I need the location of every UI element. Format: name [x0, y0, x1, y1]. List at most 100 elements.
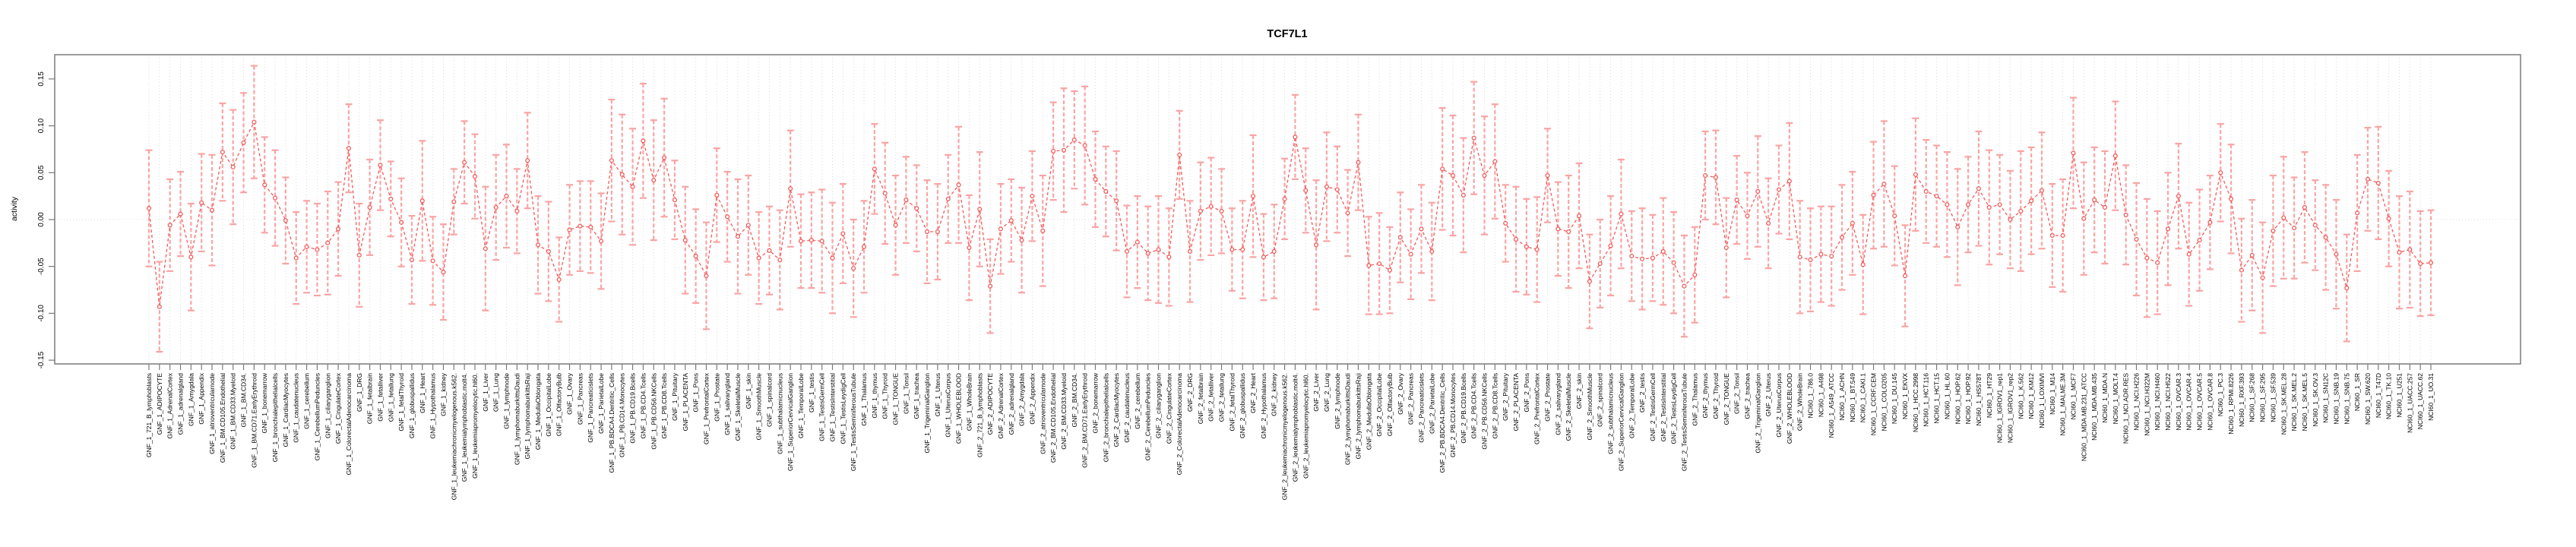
x-axis-label: NCI60_1_NCI.H226 [2133, 373, 2141, 431]
data-point [1135, 239, 1140, 245]
data-point [1997, 202, 2002, 207]
data-point [1061, 147, 1067, 153]
data-point [967, 245, 972, 251]
x-axis-label: NCI60_1_RPMI.8226 [2227, 373, 2235, 435]
x-axis-label: GNF_1_trachea [913, 373, 920, 419]
x-axis-label: GNF_1_ColorectalAdenocarcinoma [345, 373, 353, 475]
x-axis-label: NCI60_1_UACC.257 [2406, 373, 2413, 433]
data-point [2134, 236, 2139, 242]
data-point [1913, 172, 1918, 177]
chart-title: TCF7L1 [1267, 28, 1307, 40]
data-point [2281, 215, 2286, 220]
x-axis-label: GNF_1_TONGUE [892, 373, 900, 425]
x-axis-label: GNF_1_caudatenucleus [293, 373, 300, 443]
y-axis-ticks [49, 78, 55, 361]
data-point [735, 234, 741, 239]
x-axis-label: GNF_1_Liver [482, 373, 489, 412]
data-point [1881, 182, 1887, 187]
x-axis-label: GNF_2_caudatenucleus [1123, 373, 1131, 443]
plot-box [54, 54, 2521, 365]
data-point [935, 229, 940, 235]
data-point [599, 239, 604, 244]
x-axis-label: GNF_2_PB.BDCA4.Dentritic_Cells [1438, 373, 1446, 473]
x-axis-label: NCI60_1_SF.539 [2269, 373, 2277, 422]
data-point [399, 220, 404, 225]
data-point [1703, 172, 1708, 179]
x-axis-label: GNF_2_leukemialymphoblastic.molt4. [1291, 373, 1299, 482]
x-axis-label: GNF_1_fetalliver [376, 373, 384, 422]
x-axis-label: GNF_2_OccipitalLobe [1375, 373, 1383, 437]
x-axis-label: GNF_1_Pancreaticislets [587, 373, 594, 443]
data-point [2428, 260, 2434, 265]
data-point [1808, 258, 1813, 263]
data-point [1051, 148, 1056, 153]
x-axis-label: NCI60_1_MDA.N [2101, 373, 2109, 423]
data-point [356, 252, 362, 258]
y-tick-label: 0.15 [37, 71, 46, 87]
data-point [882, 191, 888, 196]
data-point [146, 206, 152, 211]
x-axis-labels: GNF_1_721_B_lymphoblasts GNF_1_ADIPOCYTE G… [145, 372, 2435, 500]
data-point [1660, 248, 1666, 255]
data-point [1934, 194, 1939, 199]
data-point [1682, 283, 1687, 289]
x-axis-label: GNF_2_Thyroid [1712, 373, 1720, 419]
x-axis-label: GNF_2_leukemiapromyelocytic.hl60. [1302, 373, 1309, 479]
x-axis-label: GNF_1_CingulateCortex [334, 372, 342, 444]
data-point [872, 166, 877, 172]
data-point [809, 238, 814, 243]
data-point [1976, 186, 1981, 191]
x-axis-label: GNF_1_PB.BDCA4.Dentritic_Cells [608, 373, 616, 473]
x-axis-label: NCI60_1_UACC.62 [2416, 373, 2424, 429]
x-axis-label: NCI60_1_HCT.15 [1933, 373, 1941, 424]
data-point [2292, 226, 2297, 231]
data-point [472, 174, 478, 179]
data-point [914, 206, 919, 211]
x-axis-label: NCI60_1_SF.268 [2248, 373, 2256, 422]
x-axis-label: NCI60_1_CAKI.1 [1859, 373, 1867, 422]
data-point [2418, 261, 2423, 267]
y-axis-title: activity [10, 196, 19, 221]
x-axis-label: GNF_2_subthalamicnucleus [1607, 373, 1615, 454]
data-point [346, 146, 351, 151]
data-point [1324, 184, 1329, 189]
data-point [1240, 247, 1245, 252]
x-axis-label: GNF_1_SuperiorCervicalGanglion [786, 373, 794, 471]
x-axis-label: GNF_2_Heart [1249, 372, 1257, 413]
x-axis-label: NCI60_1_MOLT.4 [2112, 373, 2119, 425]
x-axis-label: GNF_1_OlfactoryBulb [555, 373, 563, 436]
data-point [1208, 204, 1214, 209]
x-axis-label: GNF_1_fetallung [387, 373, 394, 422]
data-point [777, 258, 783, 263]
data-point [1945, 202, 1950, 207]
data-point [1334, 187, 1340, 192]
data-point [1419, 226, 1424, 232]
data-point [2008, 217, 2013, 223]
data-point [2302, 204, 2307, 210]
x-axis-label: GNF_2_ADIPOCYTE [986, 373, 994, 435]
data-point [2334, 251, 2339, 257]
data-point [1251, 194, 1256, 199]
data-point [2176, 194, 2181, 199]
data-point [1219, 208, 1224, 213]
x-axis-label: GNF_2_Lung [1323, 373, 1331, 412]
x-axis-label: GNF_2_721_B_lymphoblasts [976, 373, 983, 457]
data-point [2039, 188, 2045, 193]
data-point [1429, 248, 1435, 255]
data-point [273, 195, 278, 201]
x-axis-label: GNF_2_TestisInterstitial [1660, 373, 1667, 441]
x-axis-label: GNF_1_ADIPOCYTE [156, 373, 163, 435]
data-point [315, 247, 320, 252]
data-point [1440, 166, 1445, 172]
data-point [1293, 134, 1298, 140]
data-point [1114, 198, 1119, 204]
data-point [788, 186, 793, 191]
x-axis-label: GNF_2_PB.CD8.Tcells [1491, 373, 1498, 438]
x-axis-label: GNF_2_PB.CD14.Monocytes [1449, 373, 1457, 457]
data-point [1650, 255, 1655, 261]
data-point [1986, 204, 1992, 210]
data-point [704, 273, 709, 279]
x-axis-label: NCI60_1_PC.3 [2217, 373, 2224, 416]
x-axis-label: GNF_1_PB.CD19.Bcells [629, 373, 637, 444]
data-point [1408, 251, 1413, 257]
